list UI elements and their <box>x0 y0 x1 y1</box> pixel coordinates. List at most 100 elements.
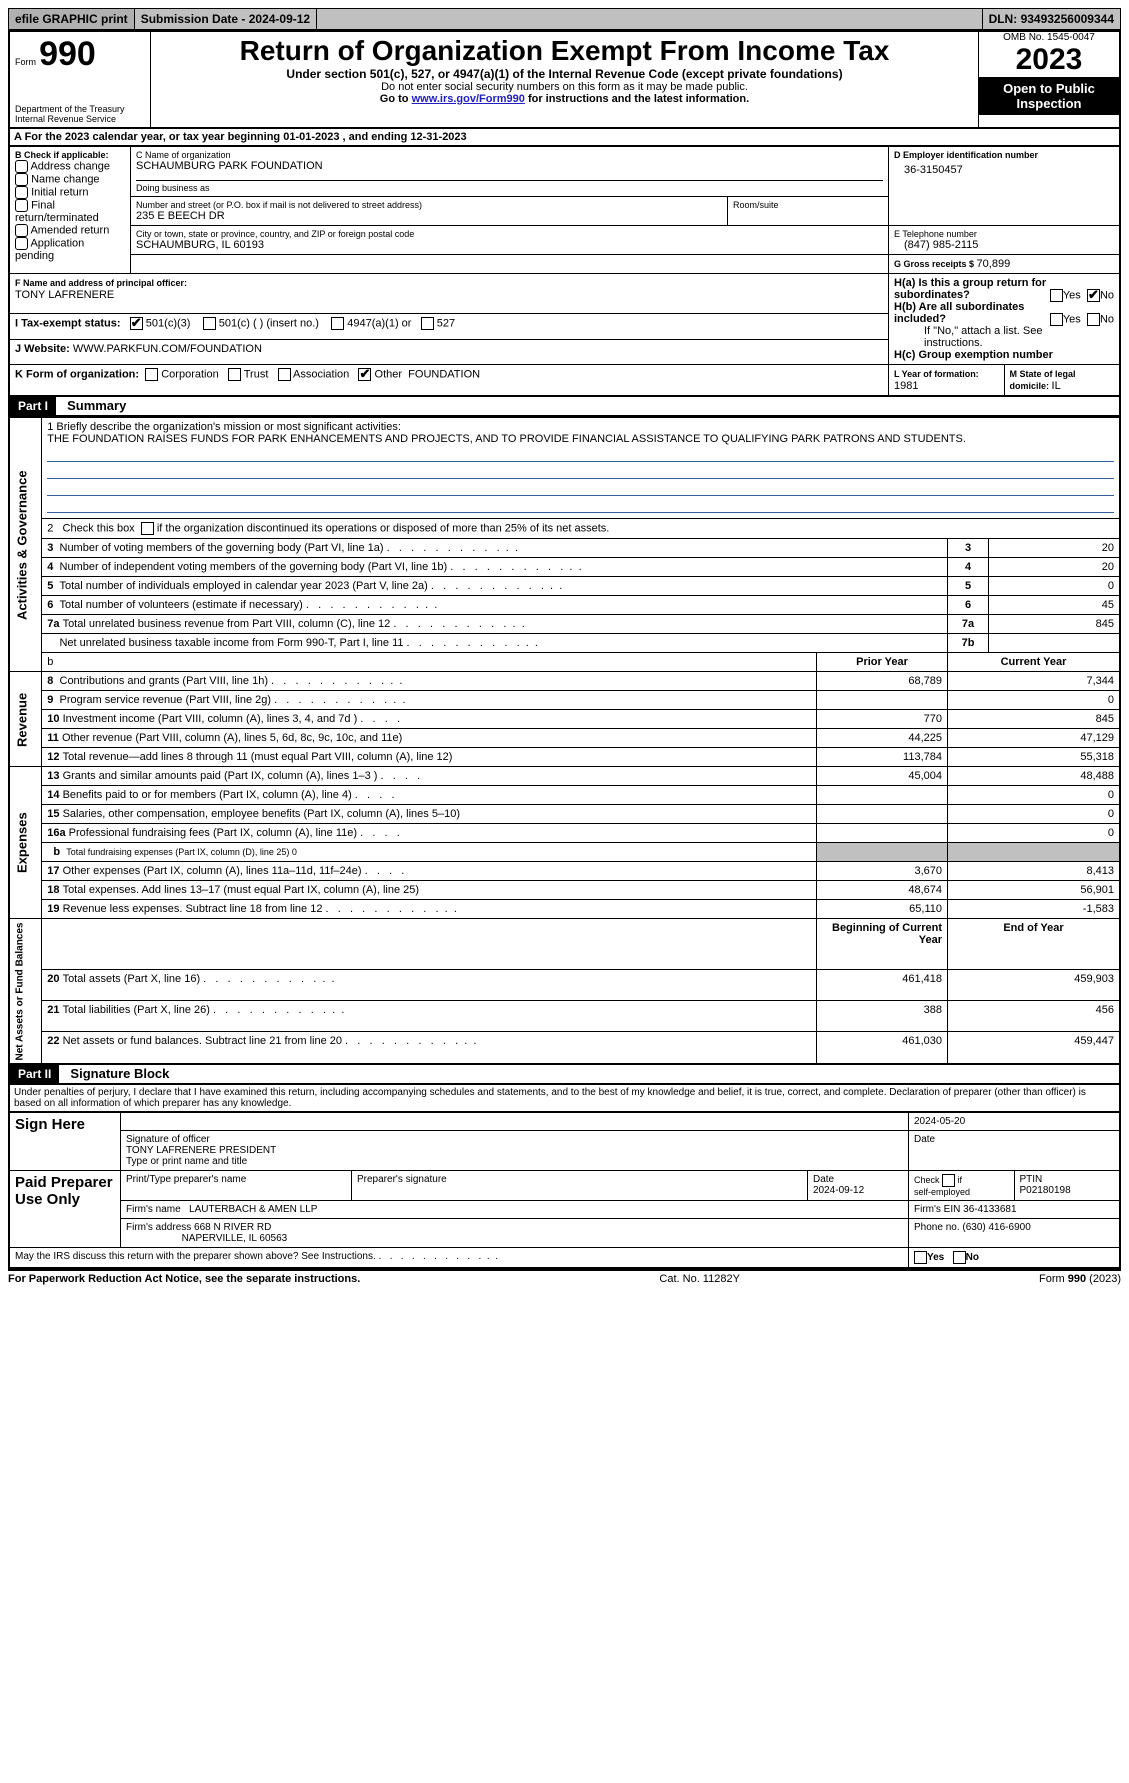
rcy11: 47,129 <box>948 729 1121 748</box>
street: 235 E BEECH DR <box>136 210 722 222</box>
side-exp: Expenses <box>9 767 42 919</box>
hb-no[interactable] <box>1087 313 1100 326</box>
ptin: P02180198 <box>1020 1185 1071 1196</box>
et13: Grants and similar amounts paid (Part IX… <box>63 770 421 782</box>
epy16b <box>817 843 948 862</box>
en14: 14 <box>47 789 59 801</box>
dept-label: Department of the Treasury <box>15 104 145 114</box>
n6: 6 <box>47 599 53 611</box>
goto-pre: Go to <box>380 93 412 105</box>
lbl-no2: No <box>1100 313 1114 325</box>
b7b: 7b <box>948 634 989 653</box>
chk-address-change[interactable]: Address change <box>15 160 125 173</box>
n4: 4 <box>47 561 53 573</box>
part2-title: Signature Block <box>70 1066 169 1081</box>
discuss-no[interactable] <box>953 1251 966 1264</box>
chk-501c[interactable] <box>203 317 216 330</box>
et16b: Total fundraising expenses (Part IX, col… <box>66 847 297 857</box>
chk-final-return[interactable]: Final return/terminated <box>15 199 125 224</box>
b-lbl: b <box>42 653 817 672</box>
city-label: City or town, state or province, country… <box>136 229 883 239</box>
j-label: J Website: <box>15 343 73 355</box>
form-label: Form <box>15 57 36 67</box>
chk-527[interactable] <box>421 317 434 330</box>
et16a: Professional fundraising fees (Part IX, … <box>69 827 400 839</box>
lbl-no: No <box>1100 289 1114 301</box>
discuss-q: May the IRS discuss this return with the… <box>15 1251 498 1262</box>
sign-here: Sign Here <box>9 1112 121 1171</box>
k-label: K Form of organization: <box>15 368 139 380</box>
rcy10: 845 <box>948 710 1121 729</box>
subdate-val: 2024-09-12 <box>249 12 310 26</box>
rn8: 8 <box>47 675 53 687</box>
i-label: I Tax-exempt status: <box>15 318 121 330</box>
na-py-head: Beginning of Current Year <box>817 919 948 970</box>
nan20: 20 <box>47 973 59 985</box>
chk-assoc[interactable] <box>278 368 291 381</box>
b4: 4 <box>948 558 989 577</box>
a-end: 12-31-2023 <box>410 131 466 143</box>
type-label: Type or print name and title <box>126 1156 247 1167</box>
footer-right: Form 990 (2023) <box>1039 1273 1121 1285</box>
v6: 45 <box>989 596 1121 615</box>
chk-self-emp[interactable] <box>942 1174 955 1187</box>
addr-label: Firm's address <box>126 1222 194 1233</box>
tax-year-line: A For the 2023 calendar year, or tax yea… <box>8 129 1121 145</box>
rpy8: 68,789 <box>817 672 948 691</box>
chk-other[interactable] <box>358 368 371 381</box>
ecy18: 56,901 <box>948 881 1121 900</box>
nan21: 21 <box>47 1004 59 1016</box>
et14: Benefits paid to or for members (Part IX… <box>63 789 395 801</box>
na-cy-head: End of Year <box>948 919 1121 970</box>
a-pre: A For the 2023 calendar year, or tax yea… <box>14 131 283 143</box>
ha-yes[interactable] <box>1050 289 1063 302</box>
discuss-yes[interactable] <box>914 1251 927 1264</box>
chk-501c3[interactable] <box>130 317 143 330</box>
nacy21: 456 <box>948 1001 1121 1032</box>
h-b: H(b) Are all subordinates included? Yes … <box>894 301 1114 325</box>
hc-label: H(c) Group exemption number <box>894 349 1114 361</box>
ha-no[interactable] <box>1087 289 1100 302</box>
officer-sig-name: TONY LAFRENERE PRESIDENT <box>126 1145 276 1156</box>
form-title: Return of Organization Exempt From Incom… <box>156 35 973 67</box>
d-label: D Employer identification number <box>894 150 1114 160</box>
n3: 3 <box>47 542 53 554</box>
footer: For Paperwork Reduction Act Notice, see … <box>8 1269 1121 1285</box>
t3: Number of voting members of the governin… <box>60 542 519 554</box>
sig-label: Signature of officer <box>126 1134 210 1145</box>
hb-yes[interactable] <box>1050 313 1063 326</box>
chk-name-change[interactable]: Name change <box>15 173 125 186</box>
lbl-yes: Yes <box>1063 289 1081 301</box>
b5: 5 <box>948 577 989 596</box>
chk-initial-return[interactable]: Initial return <box>15 186 125 199</box>
rn11: 11 <box>47 732 59 744</box>
chk-4947[interactable] <box>331 317 344 330</box>
rt11: Other revenue (Part VIII, column (A), li… <box>62 732 402 744</box>
firm-ein: 36-4133681 <box>963 1204 1016 1215</box>
chk-trust[interactable] <box>228 368 241 381</box>
form-number: 990 <box>39 35 96 73</box>
efile-label[interactable]: efile GRAPHIC print <box>9 9 135 29</box>
box-b-label: B Check if applicable: <box>15 150 125 160</box>
et18: Total expenses. Add lines 13–17 (must eq… <box>63 884 419 896</box>
dba-label: Doing business as <box>136 180 883 193</box>
py-head: Prior Year <box>817 653 948 672</box>
v3: 20 <box>989 539 1121 558</box>
footer-cat: Cat. No. 11282Y <box>659 1273 740 1285</box>
t6: Total number of volunteers (estimate if … <box>60 599 438 611</box>
chk-app-pending[interactable]: Application pending <box>15 237 125 262</box>
rn10: 10 <box>47 713 59 725</box>
ssn-warning: Do not enter social security numbers on … <box>156 81 973 93</box>
top-bar: efile GRAPHIC print Submission Date - 20… <box>8 8 1121 30</box>
mission-label: 1 Briefly describe the organization's mi… <box>47 421 1114 433</box>
en13: 13 <box>47 770 59 782</box>
rn12: 12 <box>47 751 59 763</box>
chk-corp[interactable] <box>145 368 158 381</box>
firm-label: Firm's name <box>126 1204 183 1215</box>
chk-amended-return[interactable]: Amended return <box>15 224 125 237</box>
header-boxes: B Check if applicable: Address change Na… <box>8 145 1121 397</box>
et19: Revenue less expenses. Subtract line 18 … <box>63 903 457 915</box>
l-label: L Year of formation: <box>894 369 979 379</box>
chk-discontinued[interactable] <box>141 522 154 535</box>
irs-link[interactable]: www.irs.gov/Form990 <box>412 93 525 105</box>
